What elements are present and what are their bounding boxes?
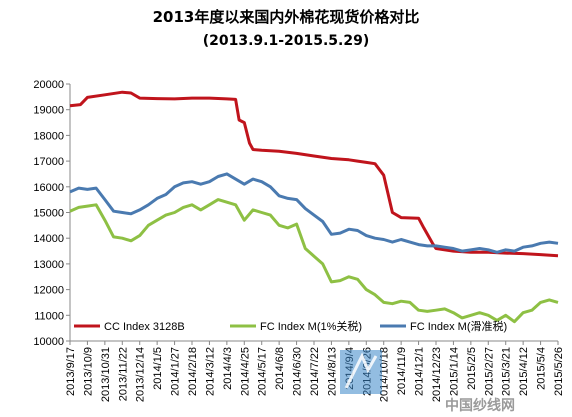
watermark-logo-stroke	[344, 352, 378, 389]
x-tick-label: 2013/9/17	[65, 347, 77, 396]
x-tick-label: 2013/10/31	[100, 347, 112, 402]
watermark-text: 中国纱线网	[445, 397, 515, 414]
x-tick-label: 2014/2/18	[187, 347, 199, 396]
y-tick-label: 15000	[33, 208, 64, 220]
y-tick-label: 13000	[33, 259, 64, 271]
x-tick-label: 2014/11/9	[396, 347, 408, 395]
series-line-1	[69, 198, 559, 324]
y-tick-label: 14000	[33, 233, 64, 245]
x-tick-label: 2014/12/1	[414, 347, 426, 396]
x-tick-label: 2015/2/27	[483, 347, 495, 396]
y-tick-label: 18000	[33, 130, 64, 142]
y-tick-label: 12000	[33, 285, 64, 297]
y-tick-label: 20000	[33, 79, 64, 91]
series-layer	[69, 90, 559, 324]
x-tick-label: 2014/12/23	[431, 347, 443, 402]
x-tick-label: 2014/6/8	[274, 347, 286, 390]
y-tick-label: 16000	[33, 182, 64, 194]
x-tick-label: 2014/4/3	[222, 347, 234, 390]
y-tick-label: 19000	[33, 105, 64, 117]
x-axis: 2013/9/17 2013/10/9 2013/10/31 2013/11/22 20…	[65, 340, 565, 402]
x-tick-label: 2014/7/22	[309, 347, 321, 396]
y-tick-label: 10000	[33, 336, 64, 348]
x-tick-label: 2015/3/21	[501, 347, 513, 396]
x-tick-label: 2013/12/14	[135, 347, 147, 402]
x-tick-label: 2014/8/13	[326, 347, 338, 396]
x-tick-label: 2015/2/5	[466, 347, 478, 390]
legend-label-2: FC Index M(滑准税)	[410, 319, 507, 333]
legend-label-1: FC Index M(1%关税)	[260, 319, 362, 333]
legend: CC Index 3128B FC Index M(1%关税) FC Index M…	[74, 319, 507, 333]
x-tick-label: 2014/1/5	[152, 347, 164, 390]
x-tick-label: 2014/1/27	[170, 347, 182, 396]
legend-label-0: CC Index 3128B	[104, 321, 185, 333]
series-line-0	[69, 90, 559, 258]
x-tick-label: 2014/5/17	[257, 347, 269, 396]
chart-title: 2013年度以来国内外棉花现货价格对比	[153, 8, 420, 26]
x-tick-label: 2013/11/22	[117, 347, 129, 401]
chart-subtitle: (2013.9.1-2015.5.29)	[203, 33, 370, 49]
x-tick-label: 2014/4/25	[239, 347, 251, 396]
x-tick-label: 2013/10/9	[82, 347, 94, 396]
y-axis: 10000 11000 12000 13000 14000 15000 16000 17000…	[33, 79, 71, 348]
watermark-logo	[340, 350, 382, 394]
x-tick-label: 2014/6/30	[292, 347, 304, 396]
x-tick-label: 2015/5/26	[553, 347, 565, 396]
x-tick-label: 2015/4/12	[518, 347, 530, 396]
series-line-2	[69, 172, 559, 254]
x-tick-label: 2015/1/14	[448, 347, 460, 396]
x-tick-label: 2015/5/4	[536, 347, 548, 390]
y-tick-label: 11000	[34, 310, 64, 322]
x-tick-label: 2014/3/12	[204, 347, 216, 396]
y-tick-label: 17000	[33, 156, 64, 168]
